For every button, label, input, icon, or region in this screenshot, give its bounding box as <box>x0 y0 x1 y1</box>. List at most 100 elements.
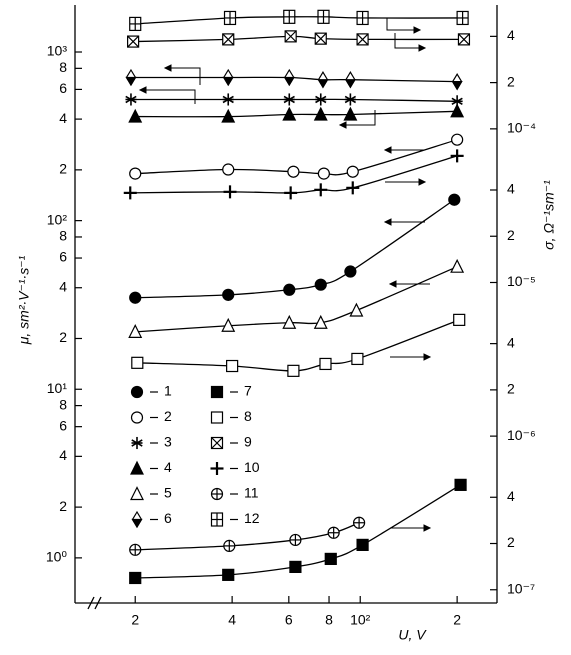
marker <box>283 283 296 296</box>
arrow-head <box>383 218 392 226</box>
arrow-head <box>418 178 427 186</box>
break-mark <box>87 596 95 610</box>
marker <box>448 193 461 206</box>
arrow-head <box>418 44 427 52</box>
marker <box>130 460 144 475</box>
y2-tick-label: 2 <box>507 227 515 243</box>
marker <box>356 10 369 26</box>
marker-part <box>222 33 235 46</box>
y-tick-label: 10¹ <box>47 380 68 396</box>
y2-tick-label: 10⁻⁷ <box>507 580 535 596</box>
marker <box>319 357 332 371</box>
legend-entry: 12 <box>210 510 260 527</box>
series-line <box>130 76 458 83</box>
series-points <box>128 103 465 123</box>
arrow-head <box>163 64 172 72</box>
legend-label: 7 <box>244 383 252 399</box>
marker <box>129 291 142 304</box>
y2-tick-label: 10⁻⁵ <box>507 273 536 289</box>
marker <box>456 10 469 26</box>
marker <box>221 317 236 332</box>
arrow-head <box>388 280 397 288</box>
marker <box>223 539 236 552</box>
marker <box>210 411 224 424</box>
y-axis-label: μ, sm²·V⁻¹·s⁻¹ <box>16 255 32 345</box>
y-tick-label: 4 <box>59 278 67 294</box>
x-tick-label: 6 <box>285 612 293 628</box>
marker <box>453 313 466 326</box>
legend-label: 12 <box>244 510 260 526</box>
marker <box>125 93 137 106</box>
marker <box>324 552 337 566</box>
arrow <box>386 18 420 31</box>
frame <box>74 5 498 604</box>
marker <box>223 10 237 26</box>
y-tick-label: 4 <box>59 447 67 463</box>
series-line <box>135 199 455 299</box>
arrow-head <box>423 524 432 532</box>
marker <box>282 314 297 329</box>
legend-entry: 4 <box>130 459 172 475</box>
series-points <box>129 478 467 585</box>
legend-entry: 6 <box>131 510 172 529</box>
marker <box>356 33 369 46</box>
marker-part <box>125 76 137 87</box>
series-line <box>135 139 458 176</box>
marker-part <box>283 76 295 87</box>
legend-entry: 9 <box>210 434 252 450</box>
marker <box>327 526 340 539</box>
marker <box>289 533 302 547</box>
legend-label: 5 <box>164 485 172 501</box>
marker <box>210 385 224 399</box>
legend-label: 2 <box>164 408 172 424</box>
y-tick-label: 8 <box>59 228 67 244</box>
marker-part <box>458 33 470 46</box>
arrow <box>340 110 376 126</box>
y-tick-label: 2 <box>59 329 67 345</box>
legend-label: 10 <box>244 459 260 475</box>
marker <box>210 462 224 475</box>
marker <box>222 568 235 581</box>
marker <box>284 30 297 43</box>
marker <box>353 516 366 529</box>
marker <box>223 185 237 199</box>
marker <box>356 538 369 551</box>
series-points <box>125 68 463 91</box>
marker <box>284 186 298 200</box>
y2-tick-label: 10⁻⁶ <box>507 427 536 443</box>
marker <box>131 510 143 529</box>
series-points <box>125 93 463 108</box>
marker <box>123 186 137 200</box>
y-tick-label: 4 <box>59 110 67 126</box>
marker <box>128 108 143 123</box>
marker <box>283 93 295 106</box>
marker <box>210 512 224 527</box>
arrow-head <box>338 121 347 129</box>
marker <box>289 560 302 574</box>
marker-part <box>314 32 327 45</box>
legend-label: 11 <box>244 485 259 501</box>
legend-entry: 7 <box>210 383 252 399</box>
marker <box>130 385 144 399</box>
marker <box>125 68 137 87</box>
marker <box>314 183 328 197</box>
y2-tick-label: 2 <box>507 73 515 89</box>
marker <box>351 352 364 366</box>
marker <box>450 149 464 163</box>
series-line <box>133 35 464 43</box>
y-tick-label: 10³ <box>47 43 68 59</box>
arrows <box>138 18 432 532</box>
marker-part <box>356 33 369 46</box>
marker <box>344 71 356 89</box>
series-line <box>135 266 458 333</box>
marker <box>454 478 467 491</box>
marker <box>129 167 142 180</box>
y-tick-label: 6 <box>59 249 67 265</box>
marker <box>283 68 295 87</box>
x-tick-label: 2 <box>131 612 139 628</box>
series-points <box>129 9 469 32</box>
y2-axis-label: σ, Ω⁻¹sm⁻¹ <box>541 180 557 250</box>
y-tick-label: 10⁰ <box>46 549 68 565</box>
y2-tick-label: 4 <box>507 488 515 504</box>
